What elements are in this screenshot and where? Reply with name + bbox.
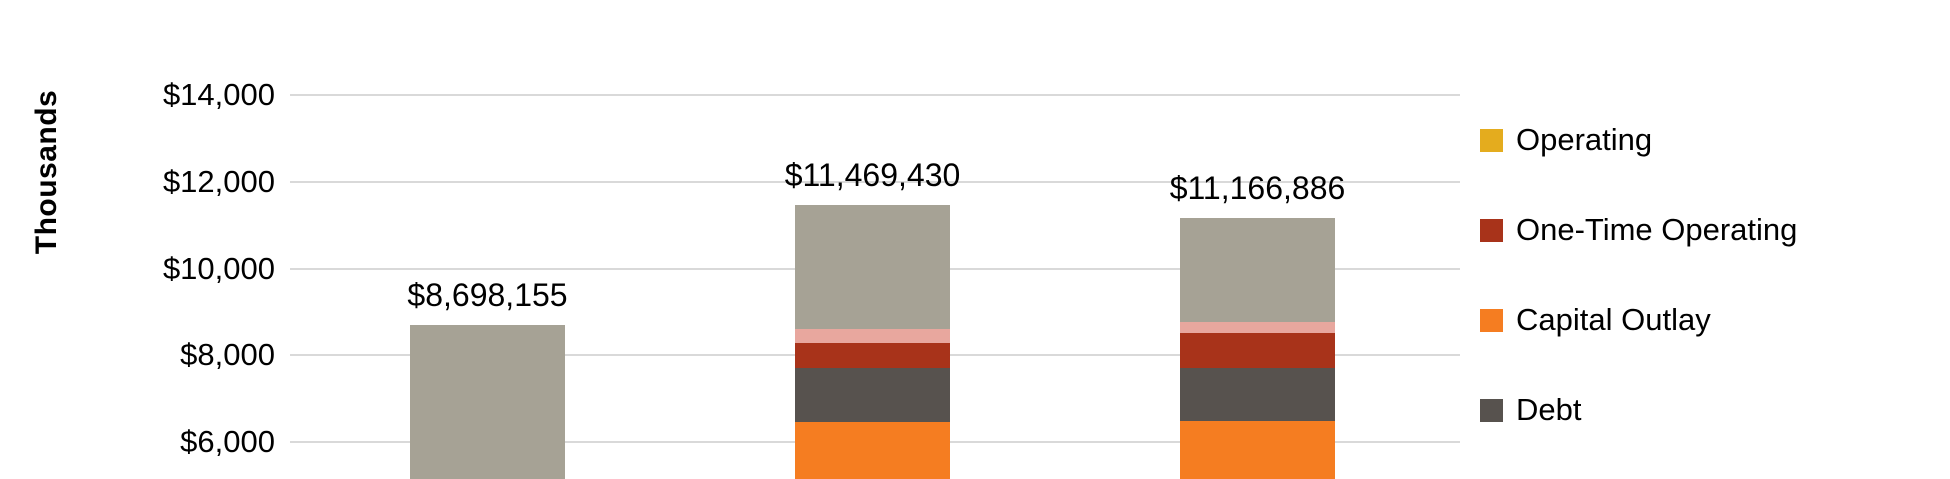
bar-segment [1180, 332, 1335, 368]
legend-item: Operating [1480, 122, 1797, 158]
gridline [290, 180, 1460, 183]
y-tick-label: $6,000 [180, 424, 275, 459]
bar-segment [1180, 321, 1335, 333]
bar-segment [1180, 420, 1335, 479]
legend-swatch [1480, 128, 1503, 152]
bar-total-label: $8,698,155 [407, 276, 568, 313]
bar-total-label: $11,166,886 [1169, 169, 1346, 206]
stacked-bar [795, 204, 950, 479]
y-tick-label: $12,000 [162, 163, 275, 199]
bar-segment [410, 324, 565, 479]
bar-segment [795, 328, 950, 343]
legend-item: Capital Outlay [1480, 302, 1797, 338]
legend-item: Debt [1480, 392, 1797, 428]
bar-segment [795, 421, 950, 479]
y-tick-label: $10,000 [162, 250, 275, 286]
bar-segment [795, 204, 950, 329]
bar-segment [1180, 367, 1335, 421]
legend-swatch [1480, 398, 1503, 422]
y-axis-title: Thousands [30, 89, 63, 255]
legend-label: Debt [1516, 392, 1582, 427]
stacked-bar [410, 324, 565, 479]
legend: Operating One-Time Operating Capital Outla… [1480, 122, 1797, 428]
legend-swatch [1480, 308, 1503, 332]
gridline [290, 94, 1460, 96]
bar-segment [1180, 217, 1335, 322]
legend-label: One-Time Operating [1516, 212, 1798, 247]
legend-item: One-Time Operating [1480, 212, 1797, 248]
y-tick-label: $8,000 [180, 337, 275, 373]
stacked-bar [1180, 217, 1335, 479]
legend-label: Operating [1516, 122, 1653, 157]
legend-swatch [1480, 218, 1503, 242]
y-tick-label: $14,000 [162, 77, 275, 112]
bar-total-label: $11,469,430 [784, 156, 961, 193]
bar-segment [795, 367, 950, 422]
legend-label: Capital Outlay [1516, 302, 1711, 337]
bar-segment [795, 342, 950, 368]
